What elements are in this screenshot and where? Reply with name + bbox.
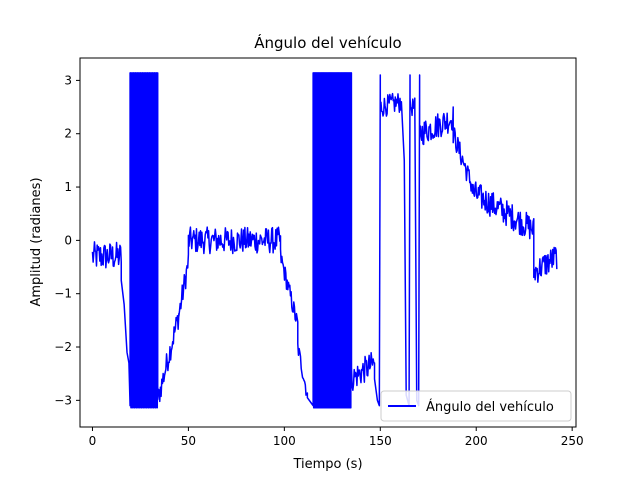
series-line	[91, 72, 558, 409]
x-tick-label: 250	[561, 434, 584, 448]
y-tick-label: 3	[64, 73, 72, 87]
legend-label: Ángulo del vehículo	[426, 399, 554, 415]
x-tick-label: 50	[181, 434, 196, 448]
x-tick-label: 150	[369, 434, 392, 448]
x-tick-label: 200	[465, 434, 488, 448]
plot-frame	[79, 57, 577, 428]
y-tick-label: −3	[54, 393, 72, 407]
y-axis-ticks: −3 −2 −1 0 1 2 3	[54, 73, 80, 407]
y-tick-label: 2	[64, 127, 72, 141]
x-axis-label: Tiempo (s)	[292, 457, 362, 472]
x-axis-ticks: 0 50 100 150 200 250	[89, 427, 584, 448]
y-tick-label: −2	[54, 340, 72, 354]
y-tick-label: −1	[54, 287, 72, 301]
series-layer	[91, 72, 558, 409]
chart-title: Ángulo del vehículo	[254, 33, 401, 52]
x-tick-label: 0	[89, 434, 97, 448]
legend-box	[380, 390, 572, 422]
y-tick-label: 1	[64, 180, 72, 194]
y-tick-label: 0	[64, 233, 72, 247]
y-axis-label: Amplitud (radianes)	[29, 177, 44, 306]
legend: Ángulo del vehículo	[380, 390, 572, 422]
x-tick-label: 100	[273, 434, 296, 448]
